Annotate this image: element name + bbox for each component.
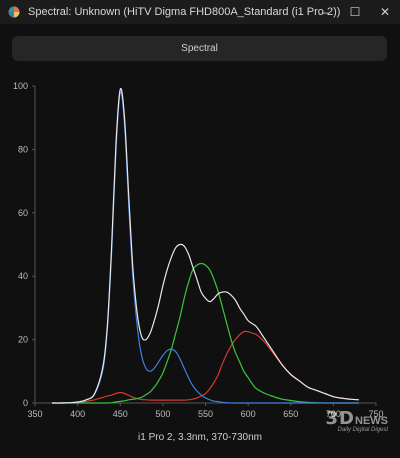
app-icon <box>8 6 20 18</box>
y-tick-label: 20 <box>18 335 28 345</box>
title-bar: Spectral: Unknown (HiTV Digma FHD800A_St… <box>0 0 400 24</box>
watermark: 3DNEWS Daily Digital Digest <box>326 408 388 433</box>
x-tick-label: 650 <box>283 409 298 419</box>
y-tick-label: 100 <box>13 81 28 91</box>
x-axis-label: i1 Pro 2, 3.3nm, 370-730nm <box>138 432 262 443</box>
minimize-button[interactable]: – <box>321 5 329 19</box>
x-tick-label: 600 <box>241 409 256 419</box>
x-tick-label: 450 <box>113 409 128 419</box>
y-tick-label: 60 <box>18 208 28 218</box>
watermark-news: NEWS <box>355 415 388 427</box>
close-button[interactable]: ✕ <box>379 5 391 19</box>
y-tick-label: 0 <box>23 398 28 408</box>
tab-label: Spectral <box>181 43 218 54</box>
x-tick-label: 500 <box>155 409 170 419</box>
green-series-line <box>52 262 359 404</box>
red-series-line <box>52 330 359 404</box>
window-controls: – ☐ ✕ <box>310 0 400 24</box>
window-title: Spectral: Unknown (HiTV Digma FHD800A_St… <box>28 6 341 18</box>
maximize-button[interactable]: ☐ <box>349 5 361 19</box>
tab-spectral[interactable]: Spectral <box>12 36 387 61</box>
blue-series-line <box>51 91 359 404</box>
x-tick-label: 350 <box>27 409 42 419</box>
y-tick-label: 80 <box>18 144 28 154</box>
white-series-line <box>51 87 359 404</box>
spectral-chart: 350 400 450 500 550 600 650 700 750 0 20 40 60 80 100 <box>13 81 384 419</box>
x-tick-label: 700 <box>326 409 341 419</box>
x-tick-label: 400 <box>70 409 85 419</box>
watermark-tagline: Daily Digital Digest <box>337 427 388 433</box>
x-tick-label: 750 <box>368 409 383 419</box>
y-tick-label: 40 <box>18 271 28 281</box>
x-tick-label: 550 <box>198 409 213 419</box>
watermark-logo: 3D <box>325 408 355 429</box>
